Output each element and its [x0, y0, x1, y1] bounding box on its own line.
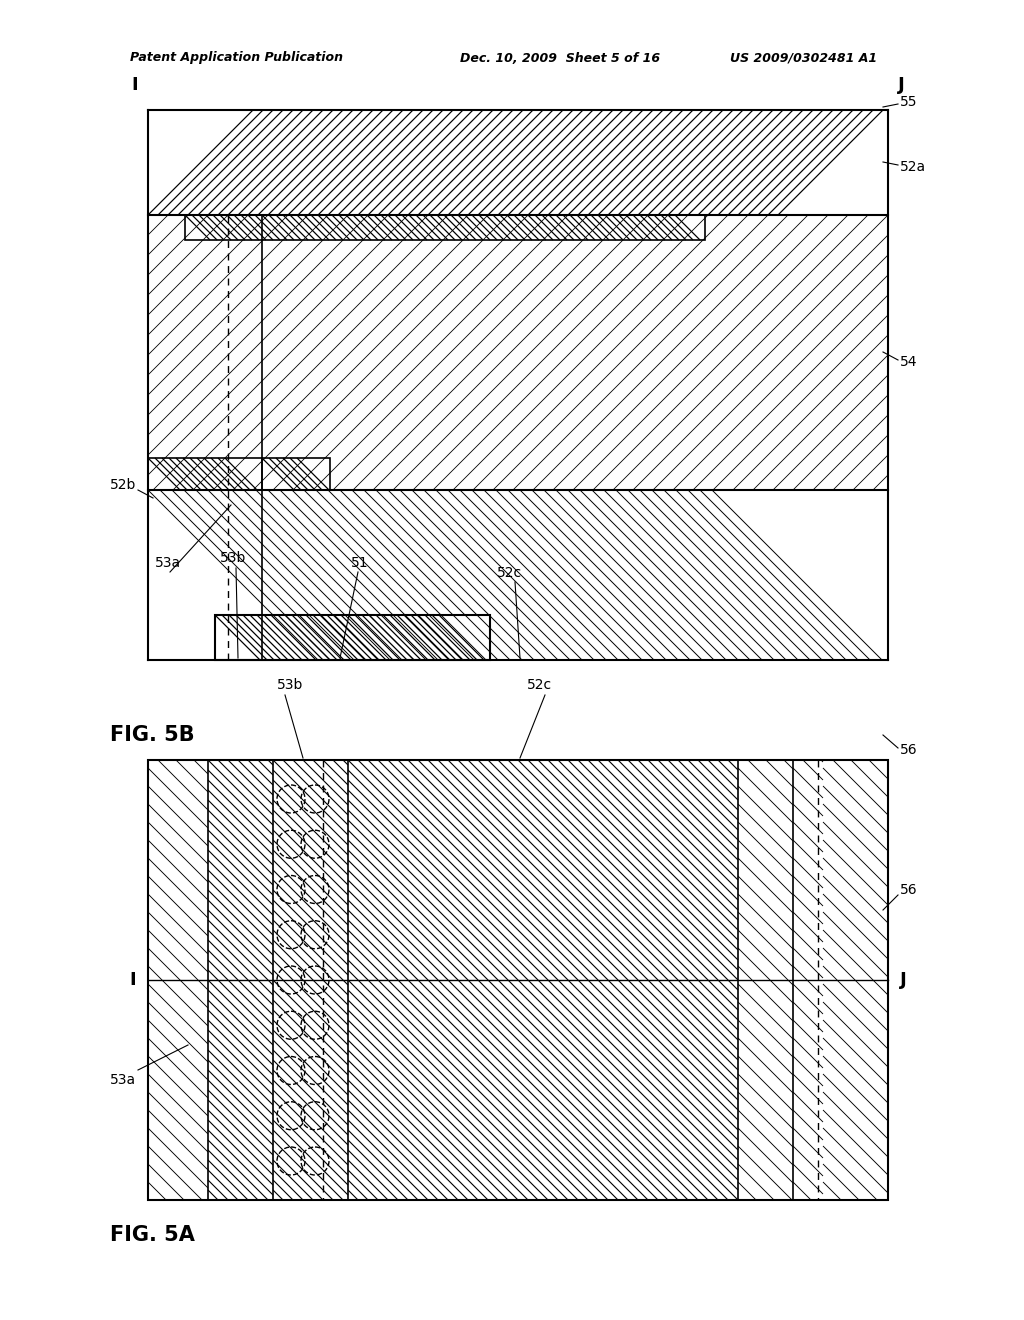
Text: US 2009/0302481 A1: US 2009/0302481 A1: [730, 51, 878, 65]
Text: I: I: [131, 77, 138, 94]
Bar: [262, 458, 330, 490]
Text: Patent Application Publication: Patent Application Publication: [130, 51, 343, 65]
Bar: [148, 760, 888, 1200]
Text: 53b: 53b: [220, 550, 246, 565]
Text: 52c: 52c: [527, 678, 553, 692]
Text: Dec. 10, 2009  Sheet 5 of 16: Dec. 10, 2009 Sheet 5 of 16: [460, 51, 660, 65]
Text: 54: 54: [900, 355, 918, 370]
Bar: [215, 615, 490, 660]
Text: 52a: 52a: [900, 160, 926, 174]
Text: 53b: 53b: [276, 678, 303, 692]
Text: FIG. 5A: FIG. 5A: [110, 1225, 195, 1245]
Text: 53a: 53a: [155, 556, 181, 570]
Text: 52b: 52b: [110, 478, 136, 492]
Text: J: J: [898, 77, 905, 94]
Text: 53a: 53a: [110, 1073, 136, 1086]
Text: 56: 56: [900, 743, 918, 756]
Text: 52c: 52c: [498, 566, 522, 579]
Text: 51: 51: [351, 556, 369, 570]
Text: 56: 56: [900, 883, 918, 898]
Text: J: J: [900, 972, 906, 989]
Text: FIG. 5B: FIG. 5B: [110, 725, 195, 744]
Text: 55: 55: [900, 95, 918, 110]
Bar: [185, 215, 705, 240]
Text: I: I: [129, 972, 136, 989]
